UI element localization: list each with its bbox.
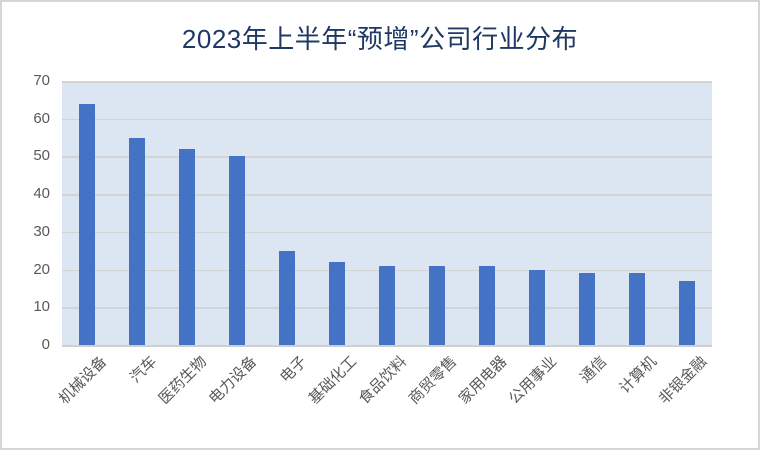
bar [129,137,145,345]
plot-area [62,81,712,347]
y-axis-tick-label: 60 [33,109,50,127]
y-axis-tick-label: 50 [33,147,50,165]
gridline [62,194,712,196]
bar [529,269,545,345]
y-axis-labels: 0 10 20 30 40 50 60 70 [2,72,54,353]
bar [579,273,595,345]
y-axis-tick-label: 70 [33,72,50,89]
bar [379,265,395,345]
bar [329,262,345,345]
bar [279,250,295,345]
bar [629,273,645,345]
bar [179,148,195,345]
bar [429,265,445,345]
gridline [62,81,712,83]
bar [229,156,245,345]
x-axis-labels: 机械设备 汽车 医药生物 电力设备 电子 基础化工 食品饮料 商贸零售 家用电器 公用事业 通信 计算… [55,353,711,408]
gridline [62,156,712,158]
y-axis-tick-label: 40 [33,185,50,203]
chart-title: 2023年上半年“预增”公司行业分布 [181,24,579,54]
y-axis-tick-label: 20 [33,260,50,278]
y-axis-tick-label: 0 [41,336,50,353]
bar [679,280,695,345]
gridline [62,231,712,234]
y-axis-tick-label: 10 [33,298,50,316]
bar [79,103,95,345]
y-axis-tick-label: 30 [33,222,50,240]
gridline [62,118,712,121]
bar [479,265,495,345]
